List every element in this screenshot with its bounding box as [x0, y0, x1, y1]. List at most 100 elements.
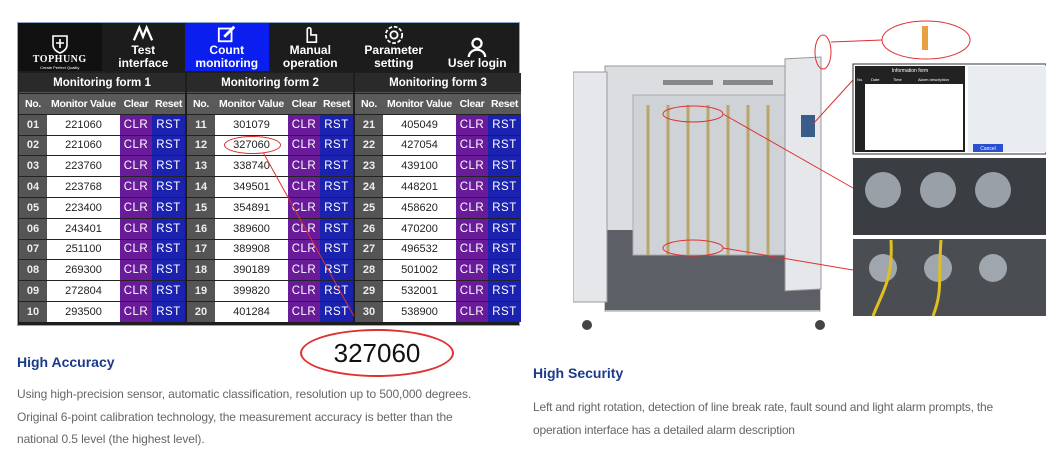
- info-form-title: Information form: [892, 68, 928, 74]
- clear-button[interactable]: CLR: [120, 114, 152, 135]
- reset-button[interactable]: RST: [320, 239, 353, 260]
- reset-button[interactable]: RST: [488, 260, 521, 281]
- reset-button[interactable]: RST: [320, 218, 353, 239]
- table-row: 07 251100 CLR RST: [19, 238, 185, 260]
- hmi-nav-bar: TOPHUNG Create Perfect Quality Test inter…: [18, 23, 519, 71]
- reset-button[interactable]: RST: [320, 156, 353, 177]
- reset-button[interactable]: RST: [152, 218, 185, 239]
- reset-button[interactable]: RST: [488, 156, 521, 177]
- reset-button[interactable]: RST: [488, 239, 521, 260]
- reset-button[interactable]: RST: [152, 177, 185, 197]
- reset-button[interactable]: RST: [152, 156, 185, 177]
- nav-tab-count-monitoring[interactable]: Count monitoring: [185, 23, 269, 71]
- row-number: 12: [187, 135, 215, 156]
- reset-button[interactable]: RST: [320, 114, 353, 135]
- monitor-value: 501002: [383, 260, 456, 281]
- reset-button[interactable]: RST: [488, 177, 521, 197]
- table-row: 22 427054 CLR RST: [355, 134, 521, 156]
- clear-button[interactable]: CLR: [120, 301, 152, 322]
- reset-button[interactable]: RST: [320, 135, 353, 156]
- table-row: 28 501002 CLR RST: [355, 259, 521, 281]
- row-number: 11: [187, 114, 215, 135]
- clear-button[interactable]: CLR: [456, 218, 488, 239]
- reset-button[interactable]: RST: [488, 197, 521, 218]
- monitor-value: 496532: [383, 239, 456, 260]
- reset-button[interactable]: RST: [152, 135, 185, 156]
- table-row: 20 401284 CLR RST: [187, 300, 353, 322]
- header-no: No.: [19, 94, 47, 114]
- monitor-value: 301079: [215, 114, 288, 135]
- reset-button[interactable]: RST: [152, 114, 185, 135]
- row-number: 08: [19, 260, 47, 281]
- clear-button[interactable]: CLR: [288, 156, 320, 177]
- reset-button[interactable]: RST: [320, 197, 353, 218]
- clear-button[interactable]: CLR: [456, 260, 488, 281]
- row-number: 03: [19, 156, 47, 177]
- nav-tab-manual-operation[interactable]: Manual operation: [269, 23, 353, 71]
- reset-button[interactable]: RST: [152, 239, 185, 260]
- monitor-value: 389908: [215, 239, 288, 260]
- clear-button[interactable]: CLR: [120, 218, 152, 239]
- reset-button[interactable]: RST: [152, 281, 185, 301]
- clear-button[interactable]: CLR: [120, 177, 152, 197]
- nav-tab-parameter-setting[interactable]: Parameter setting: [352, 23, 436, 71]
- table-row: 13 338740 CLR RST: [187, 155, 353, 177]
- table-row: 17 389908 CLR RST: [187, 238, 353, 260]
- nav-label: operation: [282, 56, 338, 70]
- clear-button[interactable]: CLR: [456, 135, 488, 156]
- clear-button[interactable]: CLR: [288, 281, 320, 301]
- reset-button[interactable]: RST: [320, 281, 353, 301]
- clear-button[interactable]: CLR: [456, 301, 488, 322]
- clear-button[interactable]: CLR: [288, 239, 320, 260]
- clear-button[interactable]: CLR: [288, 177, 320, 197]
- gear-icon: [384, 25, 403, 44]
- nav-tab-test-interface[interactable]: Test interface: [102, 23, 186, 71]
- nav-tab-user-login[interactable]: User login: [436, 23, 520, 71]
- clear-button[interactable]: CLR: [288, 301, 320, 322]
- reset-button[interactable]: RST: [488, 218, 521, 239]
- clear-button[interactable]: CLR: [456, 114, 488, 135]
- clear-button[interactable]: CLR: [288, 135, 320, 156]
- monitor-value: 223760: [47, 156, 120, 177]
- monitor-value: 458620: [383, 197, 456, 218]
- clear-button[interactable]: CLR: [120, 281, 152, 301]
- header-reset: Reset: [488, 94, 521, 114]
- reset-button[interactable]: RST: [152, 260, 185, 281]
- feature-title-security: High Security: [533, 365, 624, 381]
- reset-button[interactable]: RST: [152, 197, 185, 218]
- nav-label: User login: [447, 56, 507, 70]
- table-row: 26 470200 CLR RST: [355, 217, 521, 239]
- row-number: 23: [355, 156, 383, 177]
- clear-button[interactable]: CLR: [456, 239, 488, 260]
- monitor-value: 251100: [47, 239, 120, 260]
- monitoring-forms: Monitoring form 1 No. Monitor Value Clea…: [18, 71, 521, 324]
- row-number: 29: [355, 281, 383, 301]
- reset-button[interactable]: RST: [488, 135, 521, 156]
- row-number: 15: [187, 197, 215, 218]
- desc-line: Original 6-point calibration technology,…: [17, 409, 453, 424]
- clear-button[interactable]: CLR: [456, 281, 488, 301]
- clear-button[interactable]: CLR: [456, 197, 488, 218]
- table-row: 09 272804 CLR RST: [19, 280, 185, 301]
- clear-button[interactable]: CLR: [120, 135, 152, 156]
- clear-button[interactable]: CLR: [288, 114, 320, 135]
- table-row: 29 532001 CLR RST: [355, 280, 521, 301]
- reset-button[interactable]: RST: [320, 177, 353, 197]
- clear-button[interactable]: CLR: [456, 177, 488, 197]
- clear-button[interactable]: CLR: [120, 260, 152, 281]
- row-number: 25: [355, 197, 383, 218]
- clear-button[interactable]: CLR: [456, 156, 488, 177]
- clear-button[interactable]: CLR: [120, 239, 152, 260]
- row-number: 26: [355, 218, 383, 239]
- reset-button[interactable]: RST: [152, 301, 185, 322]
- reset-button[interactable]: RST: [320, 301, 353, 322]
- reset-button[interactable]: RST: [488, 301, 521, 322]
- nav-label: interface: [118, 56, 169, 70]
- clear-button[interactable]: CLR: [288, 260, 320, 281]
- reset-button[interactable]: RST: [488, 281, 521, 301]
- clear-button[interactable]: CLR: [120, 156, 152, 177]
- clear-button[interactable]: CLR: [120, 197, 152, 218]
- reset-button[interactable]: RST: [488, 114, 521, 135]
- table-row: 27 496532 CLR RST: [355, 238, 521, 260]
- monitor-value: 448201: [383, 177, 456, 197]
